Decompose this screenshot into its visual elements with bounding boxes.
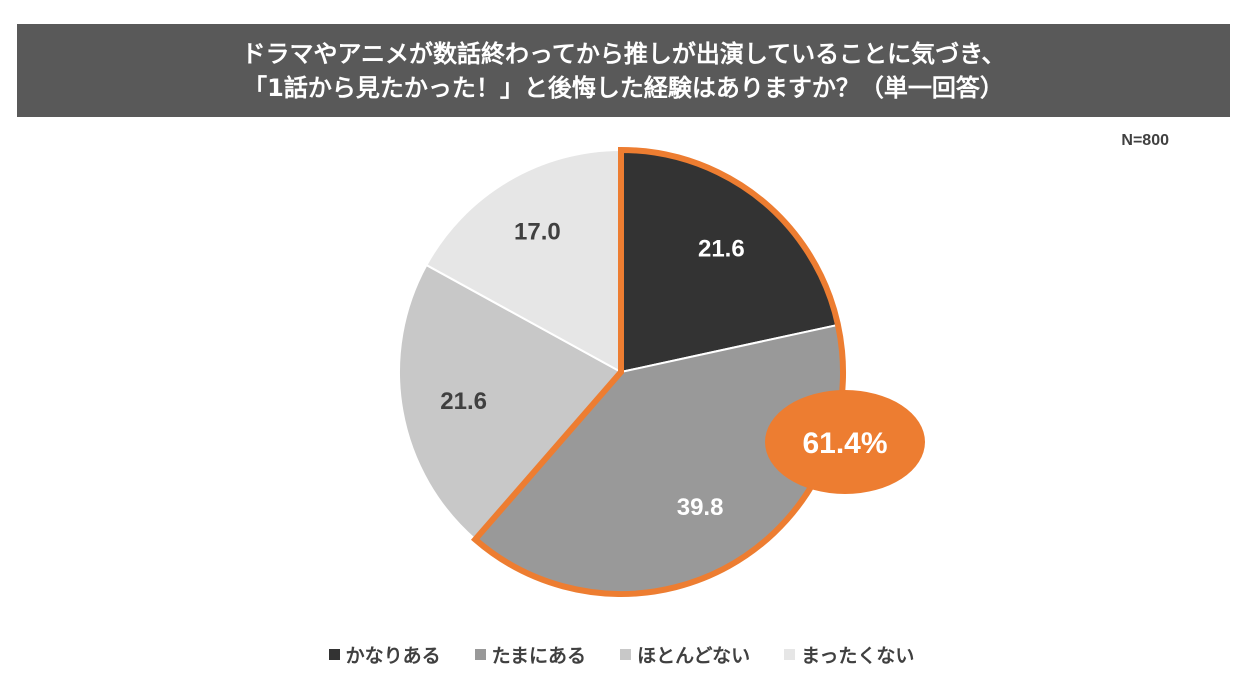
legend-swatch-4 bbox=[784, 649, 796, 660]
slice-value-label-3: 21.6 bbox=[440, 388, 487, 415]
pie-slice-4 bbox=[425, 148, 622, 374]
legend-label-4: まったくない bbox=[801, 645, 915, 667]
callout-ellipse bbox=[765, 390, 925, 494]
legend-swatch-2 bbox=[474, 649, 486, 660]
callout-value: 61.4% bbox=[802, 427, 887, 460]
slice-value-label-1: 21.6 bbox=[698, 236, 745, 263]
pie-value-labels: 21.6 39.8 21.6 17.0 bbox=[440, 219, 744, 521]
chart-title-line-2: 「1話から見たかった！」と後悔した経験はありますか？（単一回答） bbox=[243, 73, 1004, 102]
chart-title-line-1: ドラマやアニメが数話終わってから推しが出演していることに気づき、 bbox=[241, 39, 1006, 68]
legend-label-2: たまにある bbox=[491, 645, 587, 667]
total-callout: 61.4% bbox=[765, 390, 925, 494]
sample-size-label: N=800 bbox=[1121, 132, 1169, 149]
legend-label-1: かなりある bbox=[345, 645, 441, 667]
legend-item-4: まったくない bbox=[784, 641, 914, 668]
legend-label-3: ほとんどない bbox=[637, 645, 751, 667]
legend-item-2: たまにある bbox=[474, 641, 587, 668]
legend: かなりある たまにある ほとんどない まったくない bbox=[0, 641, 1243, 668]
legend-swatch-3 bbox=[620, 649, 632, 660]
slice-value-label-4: 17.0 bbox=[514, 219, 561, 246]
legend-swatch-1 bbox=[328, 649, 340, 660]
pie-slice-3 bbox=[398, 263, 623, 541]
title-banner: ドラマやアニメが数話終わってから推しが出演していることに気づき、 「1話から見た… bbox=[17, 24, 1230, 117]
legend-item-1: かなりある bbox=[328, 641, 441, 668]
legend-item-3: ほとんどない bbox=[620, 641, 750, 668]
slice-value-label-2: 39.8 bbox=[677, 494, 724, 521]
